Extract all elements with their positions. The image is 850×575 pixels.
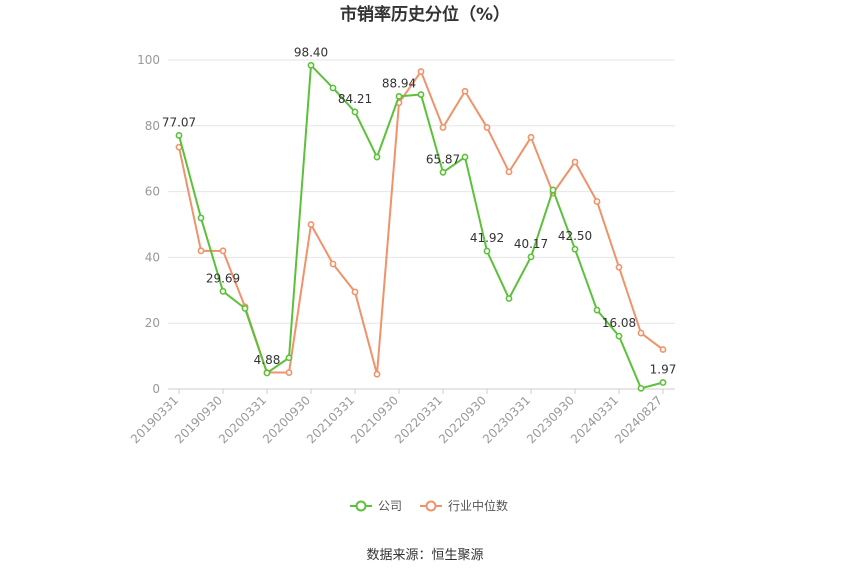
data-label: 42.50 [558, 229, 592, 243]
y-tick-label: 40 [145, 250, 160, 264]
data-label: 98.40 [294, 45, 328, 59]
y-tick-label: 60 [145, 185, 160, 199]
data-label-layer: 77.07 29.69 4.88 98.40 84.21 88.94 65.87 41.92 4… [162, 45, 677, 376]
data-label: 88.94 [382, 76, 416, 90]
data-point-1[interactable] [373, 370, 381, 378]
data-label: 65.87 [426, 152, 460, 166]
data-point-0[interactable] [527, 253, 535, 261]
grid-layer [168, 59, 675, 324]
data-point-0[interactable] [219, 287, 227, 295]
y-tick-label: 80 [145, 119, 160, 133]
legend-label: 公司 [378, 499, 402, 513]
data-point-0[interactable] [395, 92, 403, 100]
data-point-0[interactable] [483, 247, 491, 255]
data-point-0[interactable] [351, 108, 359, 116]
y-tick-label: 0 [152, 382, 160, 396]
data-point-1[interactable] [197, 247, 205, 255]
legend-item-0[interactable]: 公司 [350, 499, 402, 513]
data-point-1[interactable] [593, 198, 601, 205]
data-label: 77.07 [162, 115, 196, 129]
data-point-1[interactable] [219, 247, 227, 255]
data-point-1[interactable] [505, 168, 513, 176]
data-point-0[interactable] [461, 153, 469, 161]
series-line-0 [178, 64, 664, 390]
series-layer [175, 61, 667, 392]
data-point-1[interactable] [439, 124, 447, 131]
x-tick-label: 20240827 [612, 393, 665, 446]
legend-marker [425, 500, 437, 512]
data-label: 41.92 [470, 231, 504, 245]
data-point-1[interactable] [329, 260, 337, 268]
data-point-1[interactable] [351, 288, 359, 296]
data-point-1[interactable] [461, 87, 469, 95]
data-point-0[interactable] [505, 295, 513, 302]
data-point-0[interactable] [329, 84, 337, 92]
data-point-0[interactable] [307, 61, 315, 69]
data-source-note: 数据来源：恒生聚源 [366, 548, 483, 563]
data-point-0[interactable] [417, 91, 425, 98]
y-tick-label: 20 [145, 316, 160, 330]
data-point-0[interactable] [593, 306, 601, 314]
data-label: 16.08 [602, 316, 636, 330]
data-point-0[interactable] [285, 354, 293, 362]
data-label: 1.97 [650, 363, 677, 377]
data-point-1[interactable] [307, 221, 315, 228]
data-label: 40.17 [514, 237, 548, 251]
legend[interactable]: 公司 行业中位数 [350, 498, 508, 513]
data-point-1[interactable] [637, 329, 645, 337]
data-point-0[interactable] [439, 168, 447, 176]
data-label: 4.88 [254, 353, 281, 367]
data-point-0[interactable] [175, 132, 183, 139]
data-point-1[interactable] [417, 68, 425, 75]
chart-title: 市销率历史分位（%） [340, 4, 510, 25]
data-point-0[interactable] [373, 153, 381, 161]
legend-label: 行业中位数 [448, 498, 508, 513]
data-point-0[interactable] [263, 369, 271, 377]
data-point-0[interactable] [197, 214, 205, 222]
data-point-1[interactable] [571, 158, 579, 166]
data-point-1[interactable] [615, 263, 623, 271]
data-label: 84.21 [338, 92, 372, 106]
data-point-0[interactable] [637, 384, 645, 392]
data-point-1[interactable] [659, 346, 667, 353]
data-point-1[interactable] [285, 369, 293, 376]
data-point-0[interactable] [659, 379, 667, 386]
data-point-0[interactable] [615, 332, 623, 340]
legend-marker [355, 500, 367, 512]
data-point-1[interactable] [483, 124, 491, 131]
data-point-0[interactable] [241, 304, 249, 312]
y-tick-label: 100 [137, 53, 160, 67]
data-point-0[interactable] [571, 245, 579, 253]
legend-item-1[interactable]: 行业中位数 [420, 498, 508, 513]
data-label: 29.69 [206, 271, 240, 285]
data-point-0[interactable] [549, 186, 557, 194]
data-point-1[interactable] [527, 133, 535, 141]
